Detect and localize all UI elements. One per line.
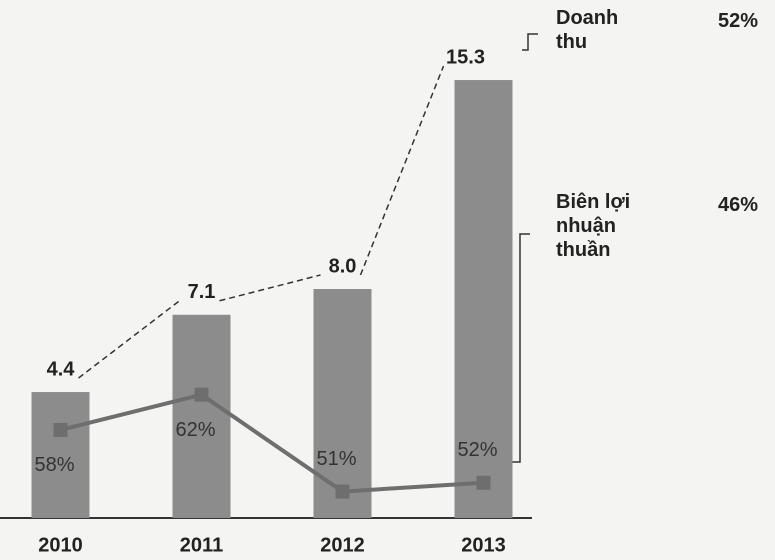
value-label: 52% [457,439,497,461]
x-tick-label: 2011 [180,534,223,556]
legend-label: Doanh thu [556,7,619,53]
connector [359,65,445,276]
bar [172,314,231,518]
x-tick-label: 2013 [461,534,506,556]
line [60,392,484,494]
annotation: 46% [718,194,759,216]
marker [476,475,491,490]
annotation: 52% [718,10,759,32]
bracket [508,233,530,463]
marker [335,484,350,499]
x-tick-label: 2012 [320,534,365,556]
x-tick-label: 2010 [38,534,83,556]
bar [313,289,372,518]
bar [31,392,90,518]
value-label: 15.3 [446,46,485,68]
value-label: 58% [34,454,74,476]
value-label: 7.1 [188,281,216,303]
marker [194,387,209,402]
value-label: 62% [175,419,215,441]
marker [53,422,68,437]
value-label: 8.0 [329,255,357,277]
bracket [522,33,538,51]
legend-label: Biên lợi nhuận thuần [556,191,631,261]
value-label: 51% [316,448,356,470]
value-label: 4.4 [47,358,76,380]
bar [454,80,513,518]
connector [219,274,321,302]
connector [78,300,180,379]
